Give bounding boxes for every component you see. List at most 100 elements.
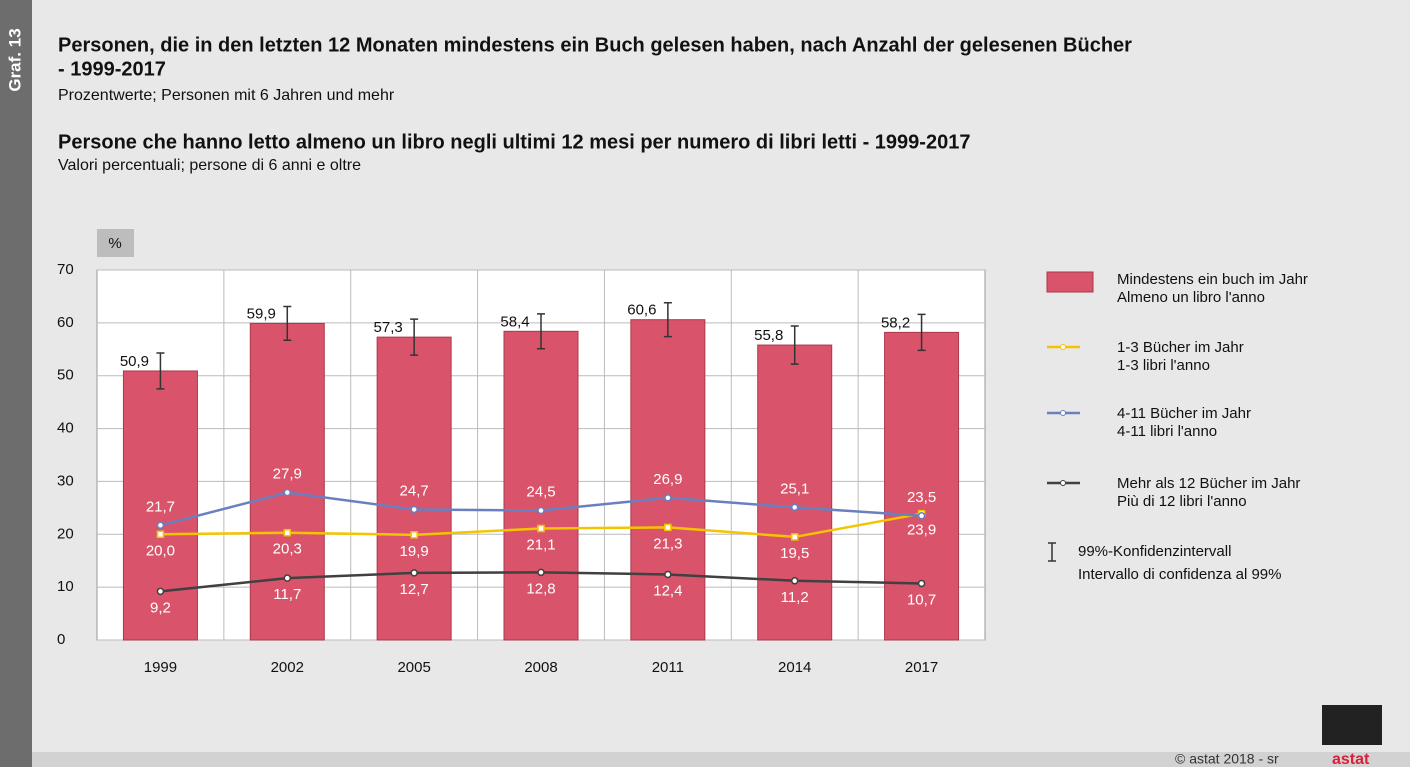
marker [664, 494, 672, 502]
error-bar [283, 305, 292, 342]
bar [503, 330, 579, 641]
bar [757, 344, 833, 641]
x-tick-label: 2011 [652, 659, 684, 676]
error-bar [663, 302, 672, 338]
bar [630, 319, 706, 641]
chart-subtitle: Prozentwerte; Personen mit 6 Jahren und … [58, 87, 395, 104]
x-tick-label: 1999 [144, 659, 177, 676]
data-label: 25,1 [780, 480, 809, 497]
data-label: 23,5 [907, 489, 936, 506]
sidebar [0, 0, 32, 767]
legend-label: Più di 12 libri l'anno [1117, 493, 1247, 510]
legend-label: 1-3 Bücher im Jahr [1117, 339, 1244, 356]
legend-label: 4-11 libri l'anno [1117, 423, 1217, 440]
y-tick-label: 60 [57, 314, 74, 331]
legend-marker [1060, 410, 1066, 416]
bar [249, 322, 325, 641]
data-label: 19,9 [400, 543, 429, 560]
marker [283, 574, 292, 582]
data-label: 60,6 [627, 302, 656, 319]
data-label: 21,1 [526, 536, 555, 553]
marker [790, 503, 799, 512]
legend-swatch [1046, 271, 1094, 293]
data-label: 20,0 [146, 542, 175, 559]
figure-label: Graf. 13 [5, 28, 24, 91]
chart-title: - 1999-2017 [58, 58, 166, 80]
legend-label: Almeno un libro l'anno [1117, 289, 1265, 306]
y-tick-label: 40 [57, 420, 74, 437]
data-label: 23,9 [907, 522, 936, 539]
error-bar [410, 318, 419, 356]
bar [884, 331, 960, 641]
data-label: 20,3 [273, 541, 302, 558]
data-label: 9,2 [150, 599, 171, 616]
data-label: 58,2 [881, 314, 910, 331]
marker [664, 570, 672, 579]
credit: © astat 2018 - sr [1175, 751, 1279, 767]
data-label: 11,2 [781, 589, 809, 606]
y-tick-label: 20 [57, 525, 74, 542]
x-tick-label: 2017 [905, 659, 938, 676]
marker [156, 521, 165, 530]
marker [790, 577, 799, 585]
data-label: 12,7 [400, 581, 429, 598]
y-tick-label: 0 [57, 631, 65, 648]
y-tick-label: 50 [57, 367, 74, 384]
x-tick-label: 2014 [778, 659, 811, 676]
data-label: 57,3 [374, 319, 403, 336]
legend-error-icon [1048, 542, 1056, 562]
data-label: 12,4 [653, 582, 682, 599]
marker [410, 505, 418, 514]
x-tick-label: 2002 [271, 659, 304, 676]
data-label: 24,7 [400, 482, 429, 499]
data-label: 19,5 [780, 545, 809, 562]
marker [283, 528, 292, 537]
data-label: 58,4 [500, 313, 529, 330]
y-tick-label: 70 [57, 261, 74, 278]
logo: astat [1332, 751, 1370, 767]
data-label: 21,3 [653, 535, 682, 552]
chart-subtitle: Valori percentuali; persone di 6 anni e … [58, 157, 361, 174]
error-bar [917, 313, 926, 352]
footer-band [32, 752, 1410, 767]
marker [917, 579, 926, 588]
marker [537, 568, 545, 577]
legend-marker [1060, 344, 1066, 350]
marker [917, 512, 926, 520]
legend-marker [1060, 480, 1066, 486]
x-tick-label: 2005 [397, 659, 430, 676]
marker [537, 506, 545, 515]
marker [410, 569, 418, 577]
data-label: 21,7 [146, 498, 175, 515]
y-unit: % [108, 235, 121, 252]
error-bar [790, 325, 799, 365]
marker [410, 531, 418, 539]
chart-title: Personen, die in den letzten 12 Monaten … [58, 34, 1132, 56]
legend-label: Mindestens ein buch im Jahr [1117, 271, 1308, 288]
error-bar [156, 352, 165, 390]
marker [790, 533, 799, 541]
data-label: 27,9 [273, 465, 302, 482]
unit-box [97, 229, 134, 257]
data-label: 59,9 [247, 305, 276, 322]
data-label: 11,7 [273, 586, 301, 603]
marker [664, 523, 672, 532]
data-label: 50,9 [120, 353, 149, 370]
data-label: 24,5 [526, 483, 555, 500]
data-label: 26,9 [653, 471, 682, 488]
marker [156, 587, 165, 596]
error-bar [537, 313, 545, 350]
legend-label: Intervallo di confidenza al 99% [1078, 566, 1281, 583]
chart-title: Persone che hanno letto almeno un libro … [58, 131, 970, 153]
marker [156, 530, 165, 539]
x-tick-label: 2008 [524, 659, 557, 676]
data-label: 55,8 [754, 327, 783, 344]
data-label: 10,7 [907, 591, 936, 608]
y-tick-label: 30 [57, 472, 74, 489]
y-tick-label: 10 [57, 578, 74, 595]
data-label: 12,8 [526, 580, 555, 597]
bar [122, 370, 198, 641]
legend-label: 99%-Konfidenzintervall [1078, 543, 1231, 560]
marker [283, 488, 292, 497]
